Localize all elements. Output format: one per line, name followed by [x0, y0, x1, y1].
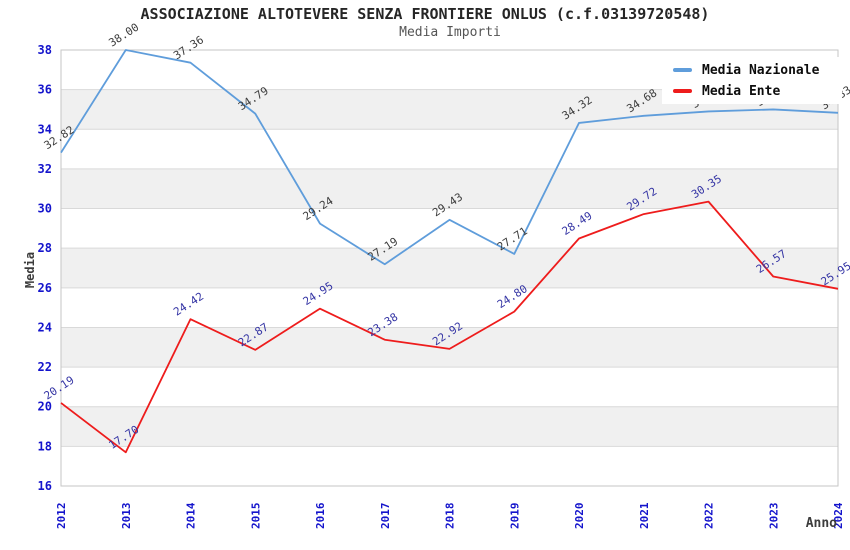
x-tick-label: 2021	[638, 502, 651, 529]
y-tick-label: 34	[38, 122, 52, 136]
y-tick-label: 22	[38, 360, 52, 374]
y-tick-label: 30	[38, 202, 52, 216]
media-nazionale-line-swatch-icon	[673, 68, 692, 72]
chart-subtitle: Media Importi	[399, 25, 501, 40]
y-axis-title: Media	[23, 251, 37, 289]
x-axis-title: Anno	[805, 516, 837, 531]
y-tick-label: 26	[38, 281, 52, 295]
grid-band	[61, 248, 838, 288]
legend-label: Media Nazionale	[702, 62, 820, 78]
x-tick-label: 2020	[573, 503, 586, 530]
y-tick-label: 38	[38, 43, 52, 57]
series-line-media-ente	[60, 200, 839, 454]
x-tick-label: 2013	[120, 503, 133, 530]
x-tick-label: 2023	[767, 503, 780, 530]
y-tick-label: 20	[38, 400, 52, 414]
y-tick-label: 28	[38, 241, 52, 255]
x-tick-label: 2024	[832, 502, 845, 529]
data-label: 37.36	[171, 33, 206, 62]
legend-item-media-nazionale: Media Nazionale	[662, 61, 842, 79]
x-tick-label: 2017	[379, 503, 392, 530]
data-label: 24.42	[171, 290, 206, 319]
y-tick-label: 16	[38, 479, 52, 493]
plot-border	[60, 49, 839, 487]
legend-item-media-ente: Media Ente	[662, 82, 842, 100]
legend-label: Media Ente	[702, 83, 781, 99]
x-tick-label: 2018	[444, 503, 457, 530]
series-line-media-nazionale	[60, 49, 839, 266]
y-tick-label: 36	[38, 83, 52, 97]
y-tick-label: 18	[38, 439, 52, 453]
y-tick-label: 24	[38, 320, 52, 334]
media-ente-line-swatch-icon	[673, 89, 692, 93]
y-tick-label: 32	[38, 162, 52, 176]
x-tick-label: 2016	[314, 502, 327, 529]
grid-band	[61, 406, 838, 447]
grid-band	[61, 327, 838, 368]
data-label: 38.00	[106, 21, 141, 50]
x-tick-label: 2012	[55, 503, 68, 530]
x-tick-label: 2015	[249, 503, 262, 530]
x-tick-label: 2022	[703, 503, 716, 530]
x-tick-label: 2019	[508, 503, 521, 530]
legend: Media Nazionale Media Ente	[662, 57, 842, 104]
x-tick-label: 2014	[185, 502, 198, 529]
chart-title: ASSOCIAZIONE ALTOTEVERE SENZA FRONTIERE …	[140, 5, 710, 23]
data-label: 20.19	[42, 374, 77, 403]
